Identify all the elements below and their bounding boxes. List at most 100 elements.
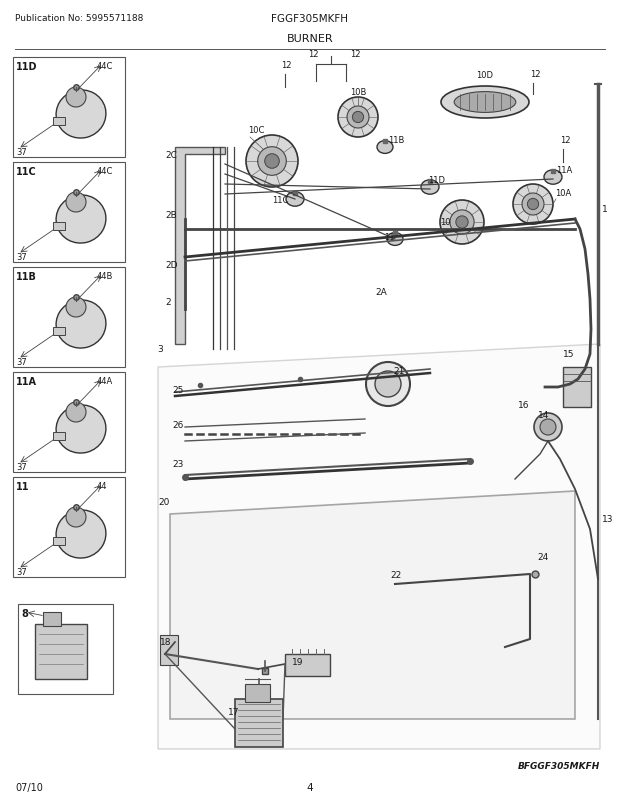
Text: 44A: 44A (97, 376, 113, 386)
Text: 37: 37 (16, 148, 27, 157)
Text: 14: 14 (538, 411, 549, 419)
Ellipse shape (454, 92, 516, 113)
Circle shape (375, 371, 401, 398)
Text: 10D: 10D (477, 71, 494, 80)
Text: 2C: 2C (165, 151, 177, 160)
Text: 1: 1 (602, 205, 608, 214)
Text: 11A: 11A (556, 166, 572, 175)
Circle shape (66, 192, 86, 213)
Text: 2A: 2A (375, 288, 387, 297)
Text: 10C: 10C (248, 126, 264, 135)
Text: 37: 37 (16, 567, 27, 577)
Text: 11: 11 (16, 481, 30, 492)
Text: 37: 37 (16, 358, 27, 367)
Text: 44C: 44C (97, 62, 113, 71)
Bar (245, 684, 270, 702)
Circle shape (265, 155, 279, 169)
Polygon shape (175, 148, 225, 345)
Circle shape (440, 200, 484, 245)
Ellipse shape (387, 233, 403, 246)
Text: 44: 44 (97, 481, 107, 490)
Text: 11C: 11C (16, 167, 37, 176)
Bar (53, 223, 65, 231)
Text: 17: 17 (228, 707, 239, 716)
Text: 37: 37 (16, 253, 27, 261)
Bar (235, 699, 283, 747)
Text: 10B: 10B (350, 88, 366, 97)
Bar (43, 612, 61, 626)
Circle shape (258, 148, 286, 176)
Text: 12: 12 (350, 50, 360, 59)
Circle shape (352, 112, 363, 124)
Text: 12: 12 (308, 50, 319, 59)
Bar (13, 477, 125, 577)
Circle shape (522, 194, 544, 216)
Bar (53, 432, 65, 440)
Text: 10A: 10A (555, 188, 571, 198)
Bar (13, 268, 125, 367)
Text: 10: 10 (440, 217, 451, 227)
Circle shape (528, 199, 539, 210)
Bar (160, 635, 178, 665)
Text: 2D: 2D (165, 261, 177, 269)
Text: 37: 37 (16, 463, 27, 472)
Text: 11A: 11A (16, 376, 37, 387)
Text: 11C: 11C (272, 196, 288, 205)
Text: 19: 19 (292, 657, 304, 666)
Text: 24: 24 (537, 553, 548, 561)
Text: 22: 22 (390, 570, 401, 579)
Bar (13, 163, 125, 263)
Bar (285, 654, 330, 676)
Polygon shape (158, 345, 600, 749)
Text: 11D: 11D (428, 176, 445, 184)
Ellipse shape (544, 171, 562, 185)
Bar (13, 373, 125, 472)
Text: 15: 15 (563, 350, 575, 358)
Text: BFGGF305MKFH: BFGGF305MKFH (518, 761, 600, 770)
Circle shape (450, 211, 474, 235)
Bar (35, 624, 87, 679)
Circle shape (66, 298, 86, 318)
Bar (563, 367, 591, 407)
Ellipse shape (56, 196, 106, 244)
Bar (53, 118, 65, 126)
Text: 11B: 11B (388, 136, 404, 145)
Circle shape (513, 184, 553, 225)
Bar (53, 327, 65, 335)
Ellipse shape (377, 141, 393, 154)
Text: 11: 11 (384, 233, 394, 241)
Text: 20: 20 (158, 497, 169, 506)
Text: 25: 25 (172, 386, 184, 395)
Text: 12: 12 (530, 70, 541, 79)
Text: 3: 3 (157, 345, 162, 354)
Text: 23: 23 (172, 460, 184, 468)
Ellipse shape (56, 406, 106, 453)
Text: 2B: 2B (165, 211, 177, 220)
Text: 44C: 44C (97, 167, 113, 176)
Polygon shape (170, 492, 575, 719)
Text: FGGF305MKFH: FGGF305MKFH (272, 14, 348, 24)
Text: 18: 18 (160, 638, 172, 646)
Text: 4: 4 (307, 782, 313, 792)
Text: 11B: 11B (16, 272, 37, 282)
Text: 44B: 44B (97, 272, 113, 281)
Ellipse shape (56, 510, 106, 558)
Text: 26: 26 (172, 420, 184, 429)
Circle shape (66, 403, 86, 423)
Text: 2: 2 (165, 298, 171, 306)
Text: 8: 8 (21, 608, 28, 618)
Circle shape (540, 419, 556, 435)
Ellipse shape (421, 180, 439, 195)
Bar (13, 58, 125, 158)
Ellipse shape (56, 91, 106, 139)
Text: 07/10: 07/10 (15, 782, 43, 792)
Ellipse shape (286, 192, 304, 207)
Text: 11D: 11D (16, 62, 37, 72)
Text: 13: 13 (602, 515, 614, 524)
Circle shape (347, 107, 369, 129)
Circle shape (456, 217, 468, 229)
Circle shape (66, 88, 86, 107)
Bar (53, 537, 65, 545)
Circle shape (366, 363, 410, 407)
Bar (18, 604, 113, 695)
